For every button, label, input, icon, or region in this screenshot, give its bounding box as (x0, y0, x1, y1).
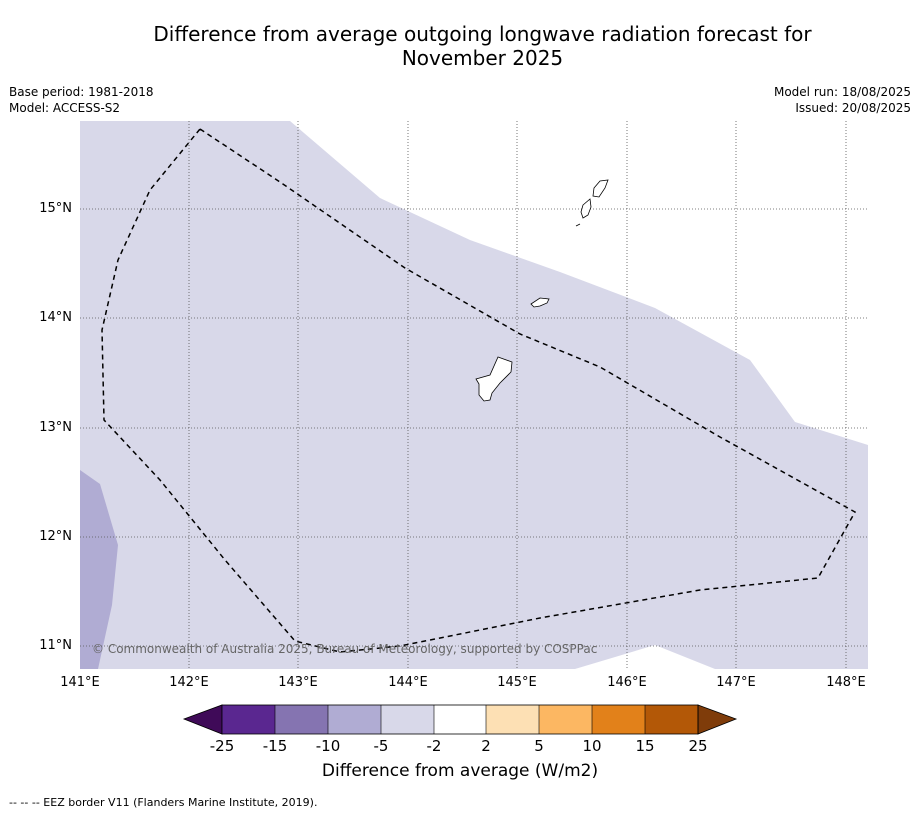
island-guam (475, 356, 513, 402)
meta-right: Model run: 18/08/2025 Issued: 20/08/2025 (774, 84, 911, 116)
base-period: Base period: 1981-2018 (9, 85, 154, 99)
eez-legend-note: -- -- -- EEZ border V11 (Flanders Marine… (9, 796, 318, 809)
colorbar-tick: 15 (635, 737, 655, 755)
island-rota (530, 297, 550, 308)
lat-label-12n: 12°N (39, 529, 72, 544)
colorbar-tick: 10 (582, 737, 602, 755)
lon-label-141e: 141°E (60, 675, 100, 690)
lat-label-14n: 14°N (39, 310, 72, 325)
model-name: Model: ACCESS-S2 (9, 101, 121, 115)
lat-label-11n: 11°N (39, 638, 72, 653)
lon-label-144e: 144°E (388, 675, 428, 690)
colorbar-tick: 5 (534, 737, 544, 755)
title-line-2: November 2025 (401, 46, 564, 70)
lon-label-142e: 142°E (169, 675, 209, 690)
copyright-notice: © Commonwealth of Australia 2025, Bureau… (92, 642, 597, 656)
colorbar-tick: 2 (481, 737, 491, 755)
lon-label-147e: 147°E (716, 675, 756, 690)
lat-label-13n: 13°N (39, 420, 72, 435)
eez-border (101, 128, 857, 653)
meta-left: Base period: 1981-2018 Model: ACCESS-S2 (9, 84, 154, 116)
colorbar-tick: -2 (426, 737, 442, 755)
colorbar-tick: 25 (688, 737, 708, 755)
colorbar-tick: -25 (209, 737, 235, 755)
anomaly-region-light (80, 121, 868, 669)
lon-label-145e: 145°E (497, 675, 537, 690)
gridlines (80, 121, 868, 669)
anomaly-region-dark (80, 470, 118, 669)
island-aguijan (575, 223, 581, 227)
colorbar-title: Difference from average (W/m2) (321, 761, 599, 781)
colorbar (182, 704, 738, 735)
island-tinian (580, 198, 592, 219)
lon-label-143e: 143°E (278, 675, 318, 690)
lon-label-148e: 148°E (826, 675, 866, 690)
chart-title: Difference from average outgoing longwav… (60, 22, 905, 70)
model-run: Model run: 18/08/2025 (773, 85, 911, 99)
lon-label-146e: 146°E (607, 675, 647, 690)
title-line-1: Difference from average outgoing longwav… (153, 22, 812, 46)
issued-date: Issued: 20/08/2025 (795, 101, 911, 115)
lat-label-15n: 15°N (39, 201, 72, 216)
colorbar-tick: -10 (315, 737, 341, 755)
island-saipan (592, 179, 609, 198)
colorbar-tick: -5 (373, 737, 389, 755)
colorbar-tick: -15 (262, 737, 288, 755)
